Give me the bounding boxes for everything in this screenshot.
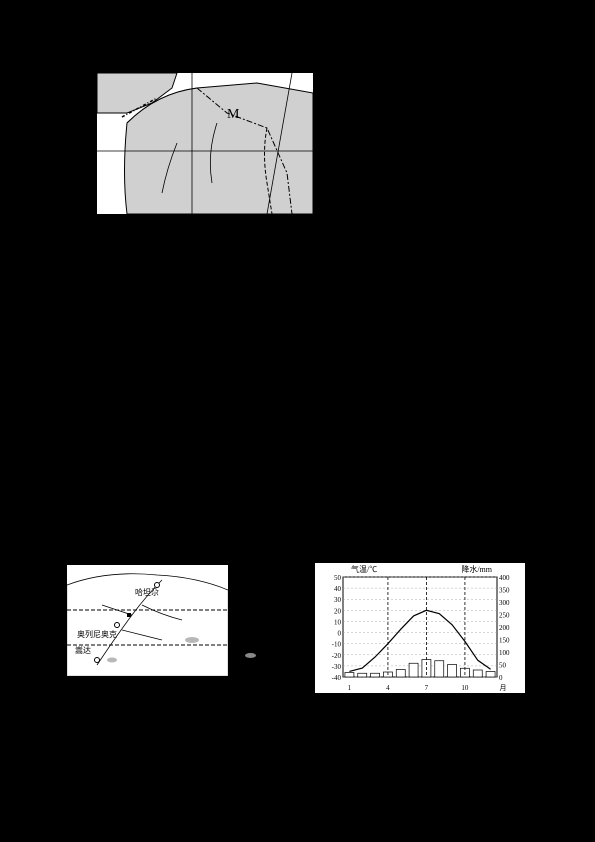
svg-text:200: 200 bbox=[499, 624, 510, 632]
svg-text:20: 20 bbox=[334, 607, 342, 615]
river-line-icon bbox=[245, 625, 259, 626]
svg-text:哈坦尕: 哈坦尕 bbox=[135, 587, 159, 597]
q2-option-c: C．河流流向特点导致甲河全年会有两次凌汛 bbox=[53, 438, 550, 464]
svg-text:4: 4 bbox=[386, 684, 390, 692]
figure-row: 哈坦尕 奥列尼奥克 嵩达 a ○城市 ■水文站 河流 湖泊、水库 气温/℃ 降水/… bbox=[65, 563, 550, 706]
climate-chart: 气温/℃降水/mm50403020100-10-20-30-4040035030… bbox=[315, 563, 525, 693]
q1-option-a: A．阿尔卑斯山雪线较低 bbox=[53, 285, 292, 311]
legend-country-boundary: —·— 国界 bbox=[164, 224, 216, 235]
q1-stem: 1．在图示盛行风向期间，下列叙述正确的是 bbox=[45, 253, 550, 276]
q2-option-d: D．流经盆地地区，水流平缓，货物运输量较大 bbox=[53, 464, 550, 490]
svg-text:-30: -30 bbox=[332, 663, 342, 671]
q1-option-c: C．南极大陆周边浮冰多 bbox=[53, 311, 292, 337]
svg-text:300: 300 bbox=[499, 599, 510, 607]
question-2: 2．下列关于甲河的叙述，正确的是 A．水位季节变化大，流量不稳定 B．流域内降雨… bbox=[45, 355, 550, 490]
legend-lake: 湖泊、水库 bbox=[259, 640, 300, 672]
map2-svg: 哈坦尕 奥列尼奥克 嵩达 bbox=[67, 565, 228, 676]
map2-legend: ○城市 ■水文站 河流 湖泊、水库 bbox=[245, 563, 300, 678]
svg-text:月: 月 bbox=[500, 684, 507, 692]
q2-option-a: A．水位季节变化大，流量不稳定 bbox=[53, 386, 550, 412]
svg-text:350: 350 bbox=[499, 586, 510, 594]
svg-text:50: 50 bbox=[499, 661, 507, 669]
svg-text:30: 30 bbox=[334, 596, 342, 604]
legend-station: 水文站 bbox=[253, 595, 280, 611]
svg-text:400: 400 bbox=[499, 574, 510, 582]
svg-text:10: 10 bbox=[461, 684, 469, 692]
svg-text:奥列尼奥克: 奥列尼奥克 bbox=[77, 629, 117, 639]
city-marker-icon: ○ bbox=[245, 573, 250, 589]
svg-text:1: 1 bbox=[348, 684, 352, 692]
svg-text:-20: -20 bbox=[332, 652, 342, 660]
svg-text:嵩达: 嵩达 bbox=[75, 645, 91, 655]
svg-text:50: 50 bbox=[334, 574, 342, 582]
legend-continent-boundary: ⊥⊥⊥ 洲界 bbox=[95, 224, 154, 235]
intro-text-2: 奥列尼奥克河位于西伯利亚，读奥列尼奥克河流域位置（图a）和流域内某水文站测得的降… bbox=[45, 508, 550, 555]
region-m-label: M bbox=[227, 107, 240, 122]
svg-text:降水/mm: 降水/mm bbox=[461, 564, 492, 574]
lon-label: 10° bbox=[187, 59, 201, 70]
q2-stem: 2．下列关于甲河的叙述，正确的是 bbox=[45, 355, 550, 378]
intro-text-1: 图1为世界某区域示意图，甲乙为两条河流。读图回答1-2题。 bbox=[45, 40, 550, 63]
legend-undefined-boundary: - - - 未定国界 bbox=[226, 224, 294, 235]
zero-lon-label: 0° bbox=[320, 123, 329, 134]
map1-legend: ⊥⊥⊥ 洲界 —·— 国界 - - - 未定国界 bbox=[95, 220, 550, 235]
legend-river: 河流 bbox=[262, 617, 280, 633]
legend-city: 城市 bbox=[253, 573, 271, 589]
climate-chart-svg: 气温/℃降水/mm50403020100-10-20-30-4040035030… bbox=[315, 563, 525, 693]
map-1: 10° 30° N 0° bbox=[95, 71, 315, 216]
map-2: 哈坦尕 奥列尼奥克 嵩达 bbox=[65, 563, 230, 678]
lat-label: 30° N bbox=[61, 143, 85, 154]
sub-label-a: a bbox=[65, 680, 230, 691]
station-marker-icon: ■ bbox=[245, 595, 250, 611]
svg-text:7: 7 bbox=[425, 684, 429, 692]
svg-text:-10: -10 bbox=[332, 641, 342, 649]
sub-label-b: b bbox=[315, 695, 525, 706]
svg-text:0: 0 bbox=[499, 674, 503, 682]
svg-text:150: 150 bbox=[499, 636, 510, 644]
q1-option-d: D．日本东海岸降水量大于西海岸 bbox=[312, 311, 551, 337]
map1-svg: M bbox=[97, 73, 313, 214]
svg-text:0: 0 bbox=[338, 630, 342, 638]
svg-text:-40: -40 bbox=[332, 674, 342, 682]
question-1: 1．在图示盛行风向期间，下列叙述正确的是 A．阿尔卑斯山雪线较低 B．北美高压势… bbox=[45, 253, 550, 336]
q1-option-b: B．北美高压势力强盛 bbox=[312, 285, 551, 311]
svg-text:250: 250 bbox=[499, 611, 510, 619]
q2-option-b: B．流域内降雨强度大，河流含沙量不大 bbox=[53, 412, 550, 438]
svg-text:气温/℃: 气温/℃ bbox=[351, 564, 377, 574]
svg-text:40: 40 bbox=[334, 585, 342, 593]
lake-icon bbox=[245, 653, 256, 658]
svg-text:100: 100 bbox=[499, 649, 510, 657]
svg-text:10: 10 bbox=[334, 618, 342, 626]
